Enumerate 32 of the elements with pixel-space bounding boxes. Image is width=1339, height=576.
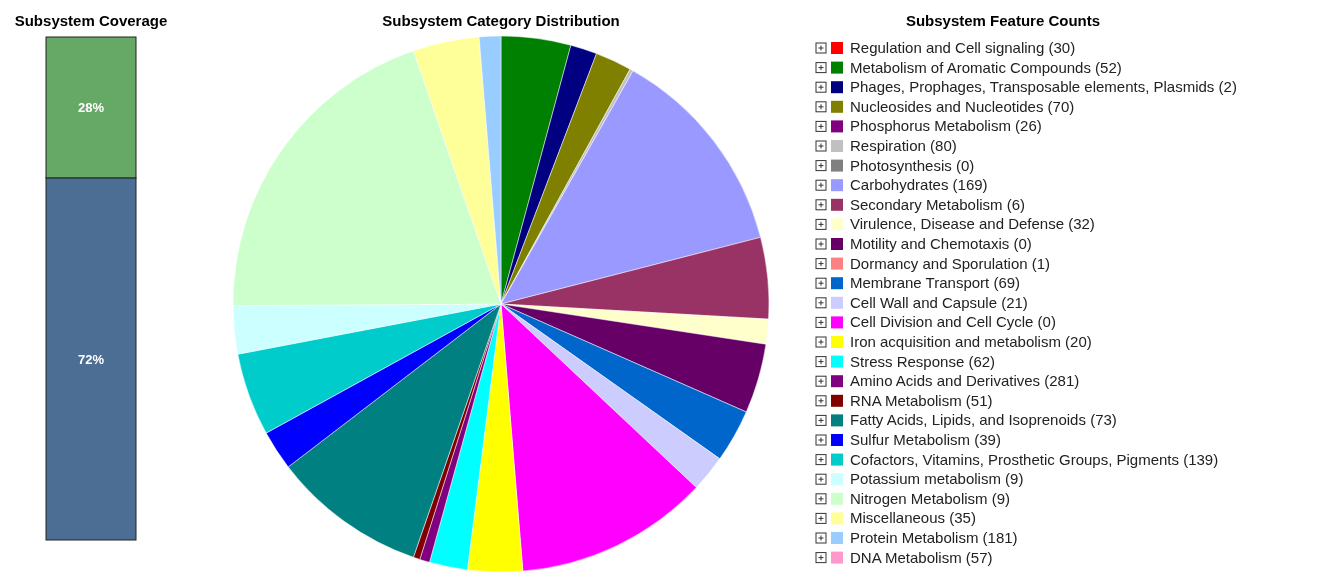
legend-label: Membrane Transport (69)	[850, 274, 1021, 292]
legend-title: Subsystem Feature Counts	[905, 12, 1101, 29]
legend-label: RNA Metabolism (51)	[850, 391, 993, 409]
legend-label: Nitrogen Metabolism (9)	[850, 489, 1011, 507]
legend-label: Secondary Metabolism (6)	[850, 195, 1026, 213]
legend-label: Phosphorus Metabolism (26)	[850, 117, 1042, 135]
legend-label: Cell Division and Cell Cycle (0)	[850, 313, 1056, 331]
legend-label: Cell Wall and Capsule (21)	[850, 293, 1028, 311]
legend-label: Miscellaneous (35)	[850, 509, 976, 527]
legend-label: Virulence, Disease and Defense (32)	[850, 215, 1095, 233]
legend-label: Stress Response (62)	[850, 352, 996, 370]
legend-label: Dormancy and Sporulation (1)	[850, 254, 1051, 272]
legend-label: Regulation and Cell signaling (30)	[850, 39, 1076, 56]
legend-label: Respiration (80)	[850, 137, 957, 154]
legend-label: Motility and Chemotaxis (0)	[850, 235, 1032, 252]
legend-label: DNA Metabolism (57)	[850, 548, 993, 566]
chart-title: Subsystem Coverage	[14, 12, 168, 29]
legend-label: Sulfur Metabolism (39)	[850, 431, 1001, 448]
legend-label: Iron acquisition and metabolism (20)	[850, 333, 1092, 350]
legend-label: Photosynthesis (0)	[850, 156, 975, 174]
legend-label: Fatty Acids, Lipids, and Isoprenoids (73)	[850, 411, 1117, 429]
legend-label: Cofactors, Vitamins, Prosthetic Groups, Pigments (139)	[850, 450, 1219, 468]
legend-label: Phages, Prophages, Transposable elements, Plasmids (2)	[850, 78, 1237, 96]
legend-label: Potassium metabolism (9)	[850, 470, 1024, 488]
legend-label: Amino Acids and Derivatives (281)	[850, 372, 1080, 390]
legend-label: Protein Metabolism (181)	[850, 529, 1018, 546]
legend-label: Carbohydrates (169)	[850, 176, 988, 194]
data-label: 72%	[77, 351, 105, 367]
chart-title: Subsystem Category Distribution	[382, 12, 620, 29]
legend-label: Nucleosides and Nucleotides (70)	[850, 97, 1075, 115]
data-label: 28%	[77, 100, 105, 116]
legend-label: Metabolism of Aromatic Compounds (52)	[850, 58, 1122, 76]
